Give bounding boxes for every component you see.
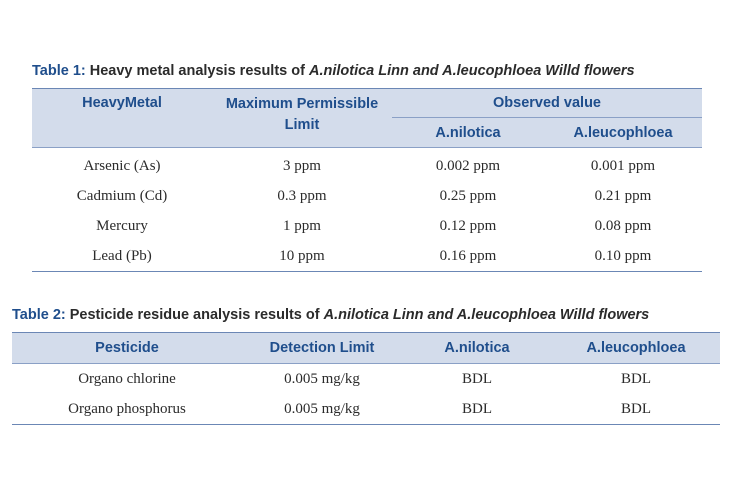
col-header-pesticide: Pesticide — [12, 332, 242, 364]
cell-leucophloea: BDL — [621, 400, 651, 417]
table-row: Organo chlorine 0.005 mg/kg BDL BDL — [12, 363, 720, 394]
pesticide-table: Pesticide Detection Limit A.nilotica A.l… — [12, 332, 720, 425]
table2-caption: Table 2: Pesticide residue analysis resu… — [12, 307, 649, 323]
table1-caption-number: Table 1: — [32, 63, 86, 79]
cell-leucophloea: BDL — [552, 363, 720, 394]
cell-metal: Mercury — [96, 217, 148, 234]
cell-nilotica: 0.25 ppm — [439, 187, 497, 204]
table2-caption-lead: Pesticide residue analysis results of — [65, 307, 324, 323]
cell-limit: 10 ppm — [279, 247, 325, 264]
cell-metal: Cadmium (Cd) — [76, 187, 168, 204]
col-header-max-limit: Maximum Permissible Limit — [212, 88, 392, 148]
table-row: Lead (Pb) 10 ppm 0.16 ppm 0.10 ppm — [32, 241, 702, 272]
table1-caption: Table 1: Heavy metal analysis results of… — [32, 63, 635, 79]
table-row: Cadmium (Cd) 0.3 ppm 0.25 ppm 0.21 ppm — [32, 181, 702, 211]
col-header-leucophloea: A.leucophloea — [552, 332, 720, 364]
col-header-detection-limit: Detection Limit — [242, 332, 402, 364]
col-header-leucophloea: A.leucophloea — [544, 117, 702, 148]
table1-caption-tail: flowers — [579, 63, 635, 79]
table-row: Mercury 1 ppm 0.12 ppm 0.08 ppm — [32, 211, 702, 241]
cell-metal: Arsenic (As) — [32, 147, 212, 181]
col-header-heavy-metal: HeavyMetal — [32, 88, 212, 148]
table2-caption-number: Table 2: — [12, 307, 66, 323]
cell-metal: Lead (Pb) — [92, 247, 152, 264]
cell-pesticide: Organo phosphorus — [68, 400, 186, 417]
table-row: Organo phosphorus 0.005 mg/kg BDL BDL — [12, 394, 720, 425]
cell-limit: 3 ppm — [212, 147, 392, 181]
heavy-metal-table: HeavyMetal Maximum Permissible Limit Obs… — [32, 88, 702, 272]
table1-caption-lead: Heavy metal analysis results of — [85, 63, 309, 79]
col-header-nilotica: A.nilotica — [402, 332, 552, 364]
table1-caption-species: A.nilotica Linn and A.leucophloea Willd — [308, 63, 580, 79]
cell-leucophloea: 0.21 ppm — [594, 187, 652, 204]
cell-detection: 0.005 mg/kg — [284, 400, 360, 417]
col-header-observed-value: Observed value — [392, 88, 702, 118]
cell-nilotica: 0.16 ppm — [439, 247, 497, 264]
cell-nilotica: BDL — [462, 400, 492, 417]
table2-caption-species: A.nilotica Linn and A.leucophloea Willd — [323, 307, 595, 323]
cell-detection: 0.005 mg/kg — [242, 363, 402, 394]
table2-caption-tail: flowers — [594, 307, 650, 323]
cell-nilotica: 0.002 ppm — [392, 147, 544, 181]
col-header-nilotica: A.nilotica — [392, 117, 544, 148]
cell-nilotica: 0.12 ppm — [439, 217, 497, 234]
cell-leucophloea: 0.001 ppm — [544, 147, 702, 181]
cell-limit: 0.3 ppm — [277, 187, 327, 204]
cell-pesticide: Organo chlorine — [12, 363, 242, 394]
cell-leucophloea: 0.10 ppm — [594, 247, 652, 264]
table-row: Arsenic (As) 3 ppm 0.002 ppm 0.001 ppm — [32, 147, 702, 181]
cell-limit: 1 ppm — [283, 217, 321, 234]
cell-nilotica: BDL — [402, 363, 552, 394]
cell-leucophloea: 0.08 ppm — [594, 217, 652, 234]
